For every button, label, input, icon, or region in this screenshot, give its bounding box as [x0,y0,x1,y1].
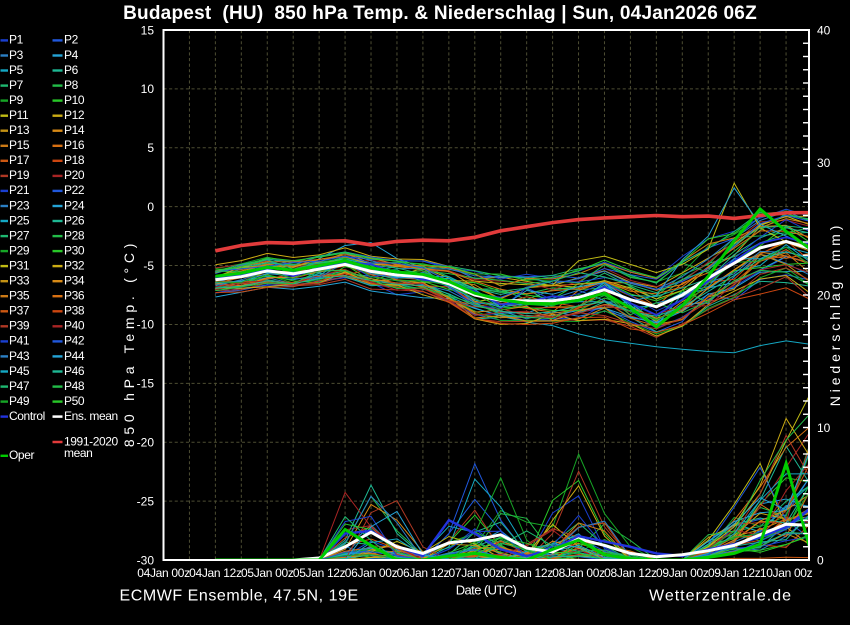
svg-text:P14: P14 [64,123,85,137]
svg-text:P10: P10 [64,93,85,107]
svg-text:P23: P23 [9,198,30,212]
svg-text:P47: P47 [9,379,30,393]
svg-text:06Jan 00z: 06Jan 00z [345,566,398,580]
svg-text:850 hPa Temp. (°C): 850 hPa Temp. (°C) [121,239,137,447]
svg-text:Ens. mean: Ens. mean [64,409,118,423]
svg-text:P9: P9 [9,93,24,107]
svg-text:P22: P22 [64,183,85,197]
svg-text:P31: P31 [9,258,30,272]
svg-text:P48: P48 [64,379,85,393]
svg-text:Niederschlag (mm): Niederschlag (mm) [827,222,843,407]
svg-text:P8: P8 [64,78,79,92]
svg-text:30: 30 [817,156,831,170]
svg-text:04Jan 00z: 04Jan 00z [137,566,190,580]
svg-text:Wetterzentrale.de: Wetterzentrale.de [649,588,792,605]
svg-text:P15: P15 [9,138,30,152]
svg-text:P16: P16 [64,138,85,152]
svg-text:-25: -25 [137,494,155,508]
svg-text:P43: P43 [9,349,30,363]
svg-text:20: 20 [817,288,831,302]
svg-text:07Jan 12z: 07Jan 12z [500,566,553,580]
svg-text:P11: P11 [9,108,29,122]
svg-text:-20: -20 [137,436,155,450]
svg-text:P18: P18 [64,153,85,167]
svg-text:P50: P50 [64,394,85,408]
svg-text:P46: P46 [64,364,85,378]
svg-text:08Jan 12z: 08Jan 12z [604,566,657,580]
svg-text:P40: P40 [64,319,85,333]
svg-text:05Jan 12z: 05Jan 12z [293,566,346,580]
svg-text:10: 10 [141,82,155,96]
svg-text:P38: P38 [64,304,85,318]
svg-text:P7: P7 [9,78,24,92]
svg-text:-5: -5 [143,259,154,273]
svg-text:P30: P30 [64,243,85,257]
svg-text:Control: Control [9,409,45,423]
svg-text:P36: P36 [64,289,85,303]
svg-text:10: 10 [817,421,831,435]
svg-text:04Jan 12z: 04Jan 12z [189,566,242,580]
svg-text:P33: P33 [9,274,30,288]
svg-text:P32: P32 [64,258,85,272]
svg-text:09Jan 12z: 09Jan 12z [708,566,761,580]
svg-text:P4: P4 [64,48,79,62]
svg-text:P17: P17 [9,153,30,167]
svg-text:P21: P21 [9,183,30,197]
svg-text:10Jan 00z: 10Jan 00z [760,566,813,580]
svg-text:P3: P3 [9,48,24,62]
svg-text:P6: P6 [64,63,79,77]
svg-text:P44: P44 [64,349,85,363]
svg-text:P37: P37 [9,304,30,318]
svg-text:07Jan 00z: 07Jan 00z [449,566,502,580]
svg-text:Date (UTC): Date (UTC) [456,583,517,598]
svg-text:15: 15 [141,23,155,37]
svg-text:-30: -30 [137,553,155,567]
svg-text:P35: P35 [9,289,30,303]
svg-text:P1: P1 [9,33,24,47]
svg-text:5: 5 [147,141,154,155]
svg-text:P12: P12 [64,108,85,122]
svg-text:P5: P5 [9,63,24,77]
svg-text:0: 0 [817,553,824,567]
svg-text:06Jan 12z: 06Jan 12z [397,566,450,580]
svg-text:P39: P39 [9,319,30,333]
svg-text:-10: -10 [137,318,155,332]
svg-text:09Jan 00z: 09Jan 00z [656,566,709,580]
svg-text:P45: P45 [9,364,30,378]
svg-text:Oper: Oper [9,448,34,462]
svg-text:P28: P28 [64,228,85,242]
svg-text:-15: -15 [137,377,155,391]
svg-text:P25: P25 [9,213,30,227]
svg-text:ECMWF Ensemble, 47.5N, 19E: ECMWF Ensemble, 47.5N, 19E [120,588,359,605]
svg-text:0: 0 [147,200,154,214]
svg-text:08Jan 00z: 08Jan 00z [552,566,605,580]
svg-text:P13: P13 [9,123,30,137]
svg-text:P41: P41 [9,334,30,348]
svg-text:05Jan 00z: 05Jan 00z [241,566,294,580]
svg-text:P27: P27 [9,228,30,242]
svg-text:P42: P42 [64,334,85,348]
svg-text:1991-2020: 1991-2020 [64,435,119,449]
svg-text:P2: P2 [64,33,79,47]
svg-text:P19: P19 [9,168,30,182]
svg-text:P49: P49 [9,394,30,408]
svg-text:P24: P24 [64,198,85,212]
svg-text:P26: P26 [64,213,85,227]
svg-text:Budapest (HU) 850 hPa Temp.: Budapest (HU) 850 hPa Temp. & Niederschl… [123,3,757,24]
svg-text:P20: P20 [64,168,85,182]
svg-text:mean: mean [64,446,92,460]
svg-text:P29: P29 [9,243,30,257]
svg-text:40: 40 [817,23,831,37]
svg-text:P34: P34 [64,274,85,288]
